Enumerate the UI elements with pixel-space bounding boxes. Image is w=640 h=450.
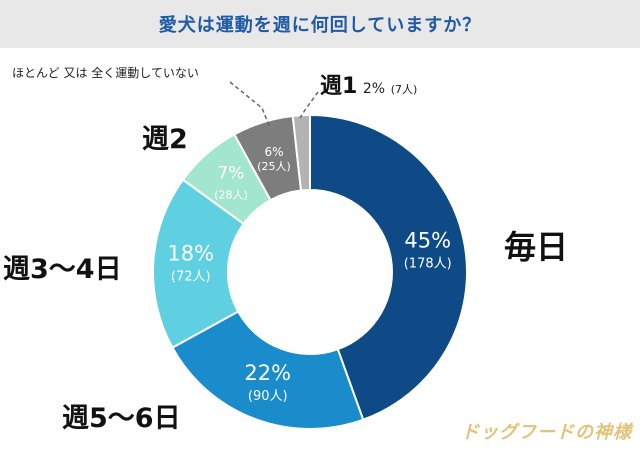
label-once-week: 週1 <box>320 74 358 99</box>
slice-5-6-days <box>171 310 365 430</box>
slice-twice-week-count: (28人) <box>214 188 248 201</box>
slice-3-4-days <box>152 178 246 349</box>
label-3-4-days: 週3〜4日 <box>3 254 122 285</box>
label-once-week-percent: 2% <box>362 81 386 97</box>
slice-rarely-count: (25人) <box>257 160 291 173</box>
label-daily: 毎日 <box>504 228 569 266</box>
slice-daily-percent: 45% <box>404 228 451 252</box>
label-twice-week: 週2 <box>142 124 188 155</box>
slice-daily-count: (178人) <box>404 256 452 271</box>
slice-twice-week-percent: 7% <box>217 163 244 183</box>
label-once-week-count: (7人) <box>390 83 418 96</box>
watermark-logo: ドッグフードの神様 <box>461 422 632 443</box>
slice-5-6-days-count: (90人) <box>248 389 288 404</box>
leader-line-once-week <box>299 91 319 119</box>
chart-title-bar: 愛犬は運動を週に何回していますか？ <box>0 0 640 48</box>
slice-daily <box>309 113 468 421</box>
label-once-week-group: 週1 2% (7人) <box>320 68 417 100</box>
label-rarely: ほとんど 又は 全く運動していない <box>12 66 199 80</box>
label-5-6-days: 週5〜6日 <box>62 403 181 434</box>
slice-3-4-days-count: (72人) <box>171 269 211 284</box>
slice-3-4-days-percent: 18% <box>167 241 214 265</box>
slice-5-6-days-percent: 22% <box>244 361 291 385</box>
chart-title: 愛犬は運動を週に何回していますか？ <box>158 15 482 36</box>
slice-rarely-percent: 6% <box>264 145 283 159</box>
slice-once-week <box>291 113 311 192</box>
